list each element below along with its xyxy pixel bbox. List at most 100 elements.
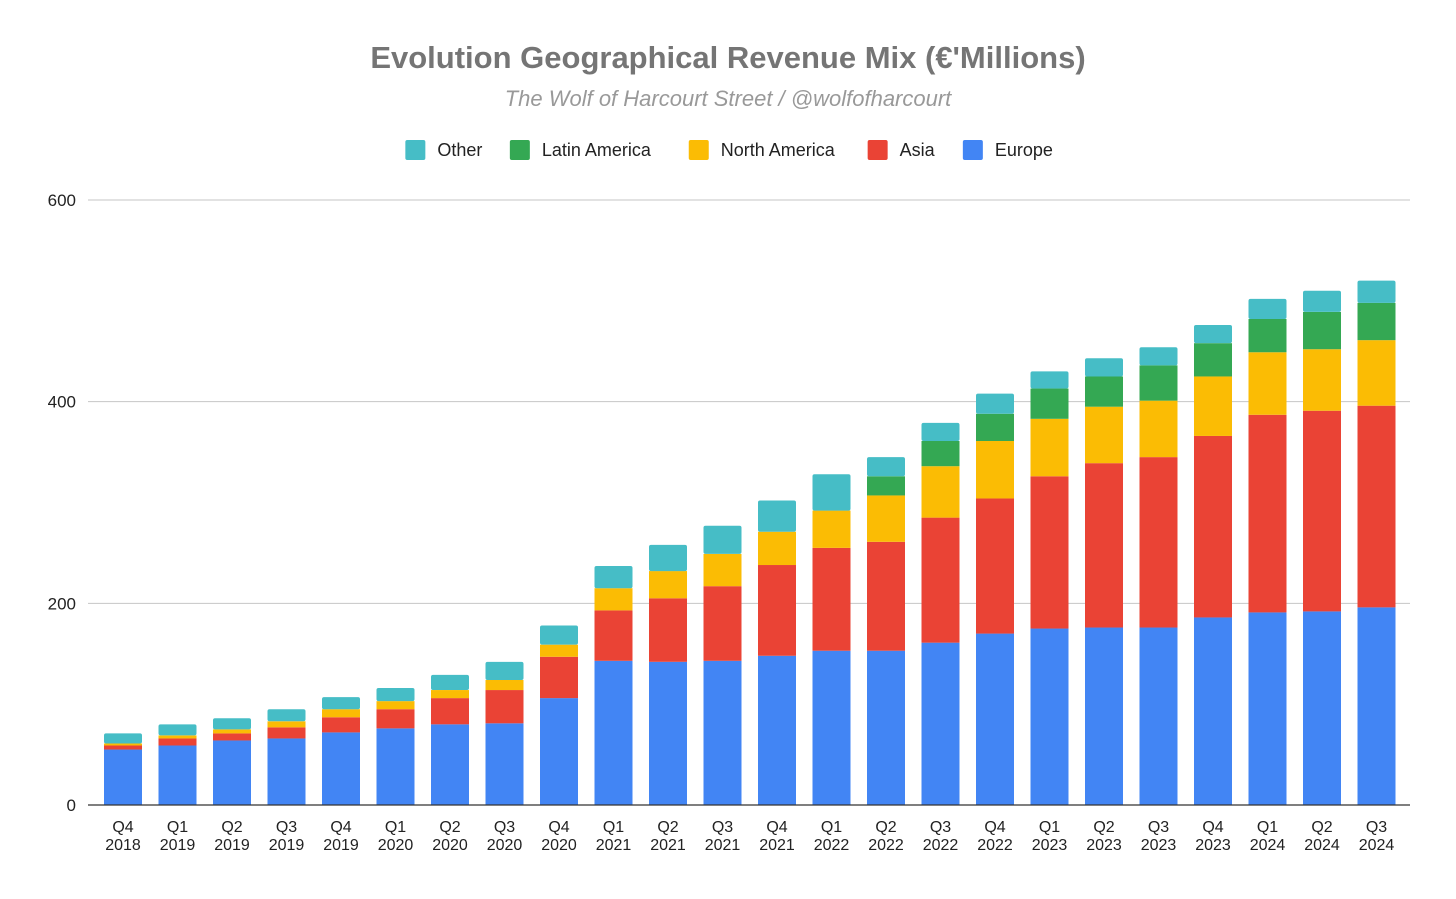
bar-segment (1303, 611, 1341, 805)
bar-segment (867, 541, 905, 651)
x-tick-label: 2019 (214, 837, 250, 854)
bar-segment (1030, 388, 1069, 419)
bar-segment (1030, 476, 1069, 629)
bar-segment (540, 644, 578, 657)
bar-segment (431, 674, 469, 691)
bar-segment (812, 510, 851, 548)
x-tick-label: 2022 (868, 837, 904, 854)
x-tick-label: 2021 (759, 837, 795, 854)
x-tick-label: 2023 (1032, 837, 1068, 854)
bar-segment (594, 660, 633, 805)
bar-segment (267, 727, 306, 739)
bar-segment (867, 457, 905, 477)
x-tick-label: Q2 (221, 819, 242, 836)
bar-segment (1139, 400, 1178, 458)
bar-segment (1303, 311, 1341, 350)
bar-segment (322, 697, 360, 710)
bar-segment (976, 393, 1014, 414)
x-tick-label: 2024 (1250, 837, 1286, 854)
bar-segment (213, 729, 251, 734)
bar-segment (1139, 365, 1178, 401)
bar-segment (1194, 325, 1232, 344)
bar-segment (1303, 349, 1341, 411)
bar-segment (213, 740, 251, 805)
bar-segment (1139, 627, 1178, 805)
x-tick-label: Q3 (1366, 819, 1387, 836)
x-tick-label: 2018 (105, 837, 141, 854)
bar-segment (649, 598, 687, 662)
bar-segment (104, 745, 142, 750)
y-tick-label: 0 (67, 796, 76, 815)
y-tick-label: 200 (48, 594, 76, 613)
bar-segment (540, 698, 578, 805)
y-tick-label: 400 (48, 393, 76, 412)
x-tick-label: 2021 (650, 837, 686, 854)
bar-segment (1085, 406, 1123, 464)
bar-segment (594, 610, 633, 661)
x-tick-label: Q4 (548, 819, 569, 836)
x-tick-label: 2022 (923, 837, 959, 854)
x-tick-label: 2022 (814, 837, 850, 854)
x-tick-label: 2021 (705, 837, 741, 854)
bar-segment (104, 749, 142, 805)
bar-segment (976, 440, 1014, 499)
bar-segment (812, 650, 851, 805)
x-tick-label: Q3 (1148, 819, 1169, 836)
x-tick-label: 2021 (596, 837, 632, 854)
x-tick-label: 2020 (487, 837, 523, 854)
x-tick-label: 2019 (269, 837, 305, 854)
bar-segment (376, 701, 415, 710)
x-tick-label: 2023 (1141, 837, 1177, 854)
x-tick-label: Q2 (1311, 819, 1332, 836)
bar-segment (376, 688, 415, 702)
x-tick-label: Q2 (439, 819, 460, 836)
bar-segment (1303, 290, 1341, 312)
x-tick-label: Q3 (494, 819, 515, 836)
y-tick-label: 600 (48, 191, 76, 210)
bar-segment (213, 718, 251, 730)
bar-segment (431, 724, 469, 805)
x-tick-label: Q1 (385, 819, 406, 836)
bar-segment (485, 723, 524, 805)
bar-segment (1194, 376, 1232, 436)
bar-segment (158, 724, 197, 736)
bar-segment (649, 571, 687, 599)
x-tick-label: Q1 (167, 819, 188, 836)
bar-segment (1248, 318, 1287, 353)
bar-segment (540, 625, 578, 645)
bar-segment (1085, 463, 1123, 628)
chart-subtitle: The Wolf of Harcourt Street / @wolfofhar… (504, 86, 952, 111)
bar-segment (1085, 358, 1123, 377)
bar-segment (1194, 343, 1232, 377)
x-tick-label: 2019 (160, 837, 196, 854)
legend-label: Other (437, 140, 482, 160)
bar-segment (758, 655, 796, 805)
x-tick-label: Q3 (276, 819, 297, 836)
bar-segment (1194, 435, 1232, 618)
bar-segment (812, 474, 851, 511)
bar-segment (758, 565, 796, 656)
legend-swatch (405, 140, 426, 160)
bar-segment (921, 440, 960, 467)
x-tick-label: Q4 (766, 819, 787, 836)
bar-segment (921, 642, 960, 805)
bar-segment (376, 709, 415, 729)
bar-segment (1357, 607, 1396, 805)
x-tick-label: Q4 (112, 819, 133, 836)
x-tick-label: 2022 (977, 837, 1013, 854)
x-tick-label: Q3 (930, 819, 951, 836)
bar-segment (921, 466, 960, 518)
x-tick-label: Q1 (821, 819, 842, 836)
bar-segment (921, 422, 960, 441)
bar-segment (322, 732, 360, 805)
bar-segment (158, 735, 197, 739)
bar-segment (1248, 414, 1287, 613)
legend-swatch (867, 140, 888, 160)
x-tick-label: Q1 (603, 819, 624, 836)
legend-label: Europe (995, 140, 1053, 160)
bar-segment (1139, 457, 1178, 628)
bar-segment (104, 743, 142, 746)
bar-segment (485, 679, 524, 691)
bar-segment (758, 500, 796, 532)
